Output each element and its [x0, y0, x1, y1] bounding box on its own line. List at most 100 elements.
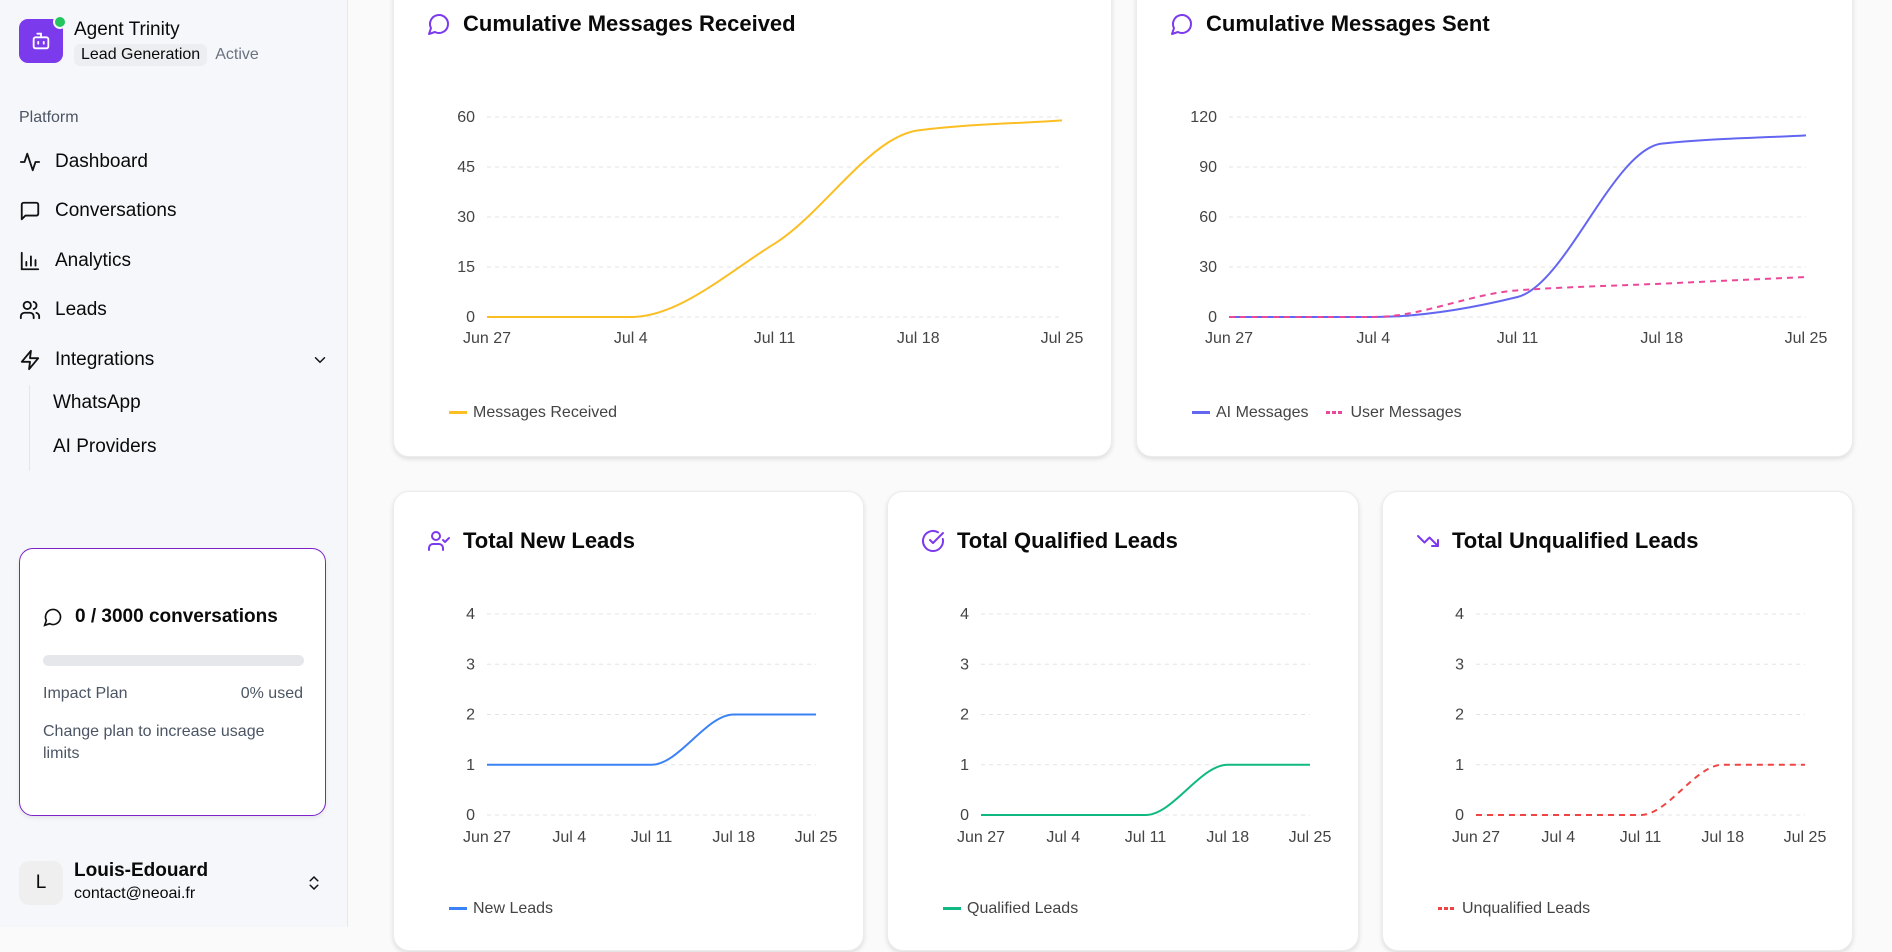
agent-status: Active	[215, 46, 259, 63]
x-tick-label: Jun 27	[957, 829, 1005, 846]
chart-legend: Messages Received	[449, 404, 617, 422]
plan-name: Impact Plan	[43, 685, 128, 702]
chart-card-qualified-leads: Total Qualified Leads 0 1 2 3 4 Jun 27 Jul 4 Jul…	[887, 491, 1359, 951]
y-tick-label: 0	[960, 807, 969, 824]
sidebar-item-label: Integrations	[55, 349, 155, 370]
legend-swatch	[449, 411, 467, 415]
y-tick-label: 60	[457, 109, 475, 126]
legend-label: Messages Received	[473, 404, 618, 421]
user-name[interactable]: Louis-Edouard	[74, 860, 209, 881]
message-circle-icon	[1171, 14, 1192, 35]
users-icon	[19, 300, 41, 320]
series-line	[487, 119, 1063, 318]
x-tick-label: Jul 11	[1497, 330, 1539, 347]
sidebar-item-analytics[interactable]: Analytics	[19, 244, 329, 278]
y-tick-label: 3	[466, 656, 475, 673]
sidebar-subitem-whatsapp[interactable]: WhatsApp	[53, 392, 141, 413]
online-status-dot	[53, 15, 67, 29]
chart-title-text: Total Qualified Leads	[957, 528, 1178, 553]
bar-chart-icon	[20, 251, 40, 271]
legend-item[interactable]: User Messages	[1326, 404, 1462, 422]
y-tick-label: 90	[1199, 159, 1217, 176]
x-tick-label: Jul 18	[897, 330, 940, 347]
chart-title-text: Total New Leads	[463, 528, 635, 553]
line-chart: 0 30 60 90 120 Jun 27 Jul 4 Jul 11 Jul 18 Jul 25	[1190, 109, 1827, 347]
avatar: L	[19, 861, 63, 905]
legend-item[interactable]: Qualified Leads	[943, 900, 1078, 918]
x-tick-label: Jul 25	[795, 829, 838, 846]
activity-icon	[19, 152, 41, 172]
legend-item[interactable]: AI Messages	[1192, 404, 1308, 422]
y-tick-label: 1	[960, 757, 969, 774]
usage-progress-bar	[43, 655, 304, 666]
chart-legend: Unqualified Leads	[1438, 900, 1590, 918]
legend-label: AI Messages	[1216, 404, 1309, 421]
y-tick-label: 120	[1190, 109, 1217, 126]
circle-check-icon	[922, 529, 944, 552]
section-label: Platform	[19, 109, 79, 126]
legend-item[interactable]: Messages Received	[449, 404, 617, 422]
x-tick-label: Jul 4	[1046, 829, 1080, 846]
chart-card-new-leads: Total New Leads 0 1 2 3 4 Jun 27 Jul 4 Jul 11 Jul…	[393, 491, 864, 951]
x-tick-label: Jul 18	[1640, 330, 1683, 347]
y-tick-label: 2	[960, 707, 969, 724]
chart-title-text: Cumulative Messages Sent	[1206, 11, 1490, 36]
line-chart: 0 15 30 45 60 Jun 27 Jul 4 Jul 11 Jul 18 Jul 25	[457, 109, 1083, 347]
sidebar-item-label: Dashboard	[55, 151, 148, 172]
y-tick-label: 3	[1455, 656, 1464, 673]
chart-title: Total Unqualified Leads	[1416, 528, 1699, 554]
series-line	[1476, 763, 1805, 816]
legend-item[interactable]: Unqualified Leads	[1438, 900, 1590, 918]
user-email: contact@neoai.fr	[74, 885, 196, 902]
upgrade-hint: Change plan to increase usage limits	[43, 723, 265, 762]
x-tick-label: Jul 11	[754, 330, 796, 347]
chart-legend: Qualified Leads	[943, 900, 1078, 918]
chart-card-messages-received: Cumulative Messages Received 0 15 30 45 60 Jun…	[393, 0, 1112, 457]
chevron-down-icon[interactable]	[311, 351, 329, 369]
x-tick-label: Jul 25	[1784, 829, 1827, 846]
y-tick-label: 45	[457, 159, 475, 176]
legend-item[interactable]: New Leads	[449, 900, 553, 918]
legend-label: Unqualified Leads	[1462, 900, 1591, 917]
user-check-icon	[428, 531, 450, 551]
y-tick-label: 4	[1455, 606, 1464, 623]
legend-label: Qualified Leads	[967, 900, 1079, 917]
chart-title: Total New Leads	[427, 528, 635, 554]
y-tick-label: 2	[1455, 707, 1464, 724]
chevrons-up-down-icon[interactable]	[305, 872, 323, 894]
series-line	[1229, 134, 1807, 319]
line-chart: 0 1 2 3 4 Jun 27 Jul 4 Jul 11 Jul 18 Jul 25	[1452, 606, 1827, 846]
legend-label: New Leads	[473, 900, 554, 917]
y-tick-label: 0	[1208, 309, 1217, 326]
line-chart: 0 1 2 3 4 Jun 27 Jul 4 Jul 11 Jul 18 Jul 25	[463, 606, 838, 846]
message-circle-icon	[43, 608, 62, 627]
usage-card: 0 / 3000 conversations Impact Plan 0% us…	[19, 548, 326, 816]
usage-percent: 0% used	[240, 685, 303, 702]
y-tick-label: 4	[960, 606, 969, 623]
legend-swatch	[1192, 411, 1210, 415]
x-tick-label: Jul 4	[1356, 330, 1390, 347]
chart-legend: New Leads	[449, 900, 553, 918]
sidebar-item-conversations[interactable]: Conversations	[19, 194, 329, 228]
sidebar-item-integrations[interactable]: Integrations	[19, 343, 329, 377]
series-line	[1229, 276, 1807, 319]
legend-label: User Messages	[1350, 404, 1462, 421]
usage-count: 0 / 3000 conversations	[75, 606, 278, 627]
chart-card-messages-sent: Cumulative Messages Sent 0 30 60 90 120 Jun 27…	[1136, 0, 1853, 457]
sidebar-subitem-ai-providers[interactable]: AI Providers	[53, 436, 157, 457]
message-circle-icon	[428, 14, 449, 35]
sidebar: Agent Trinity Lead Generation Active Pla…	[0, 0, 348, 927]
agent-logo	[19, 15, 67, 63]
series-line	[981, 763, 1310, 816]
sidebar-item-dashboard[interactable]: Dashboard	[19, 145, 329, 179]
y-tick-label: 0	[1455, 807, 1464, 824]
zap-icon	[20, 349, 40, 371]
y-tick-label: 60	[1199, 209, 1217, 226]
y-tick-label: 30	[1199, 259, 1217, 276]
sidebar-item-leads[interactable]: Leads	[19, 293, 329, 327]
x-tick-label: Jul 4	[1541, 829, 1575, 846]
y-tick-label: 0	[466, 807, 475, 824]
submenu-divider	[29, 385, 30, 471]
sidebar-item-label: Leads	[55, 299, 107, 320]
legend-swatch	[449, 907, 467, 911]
